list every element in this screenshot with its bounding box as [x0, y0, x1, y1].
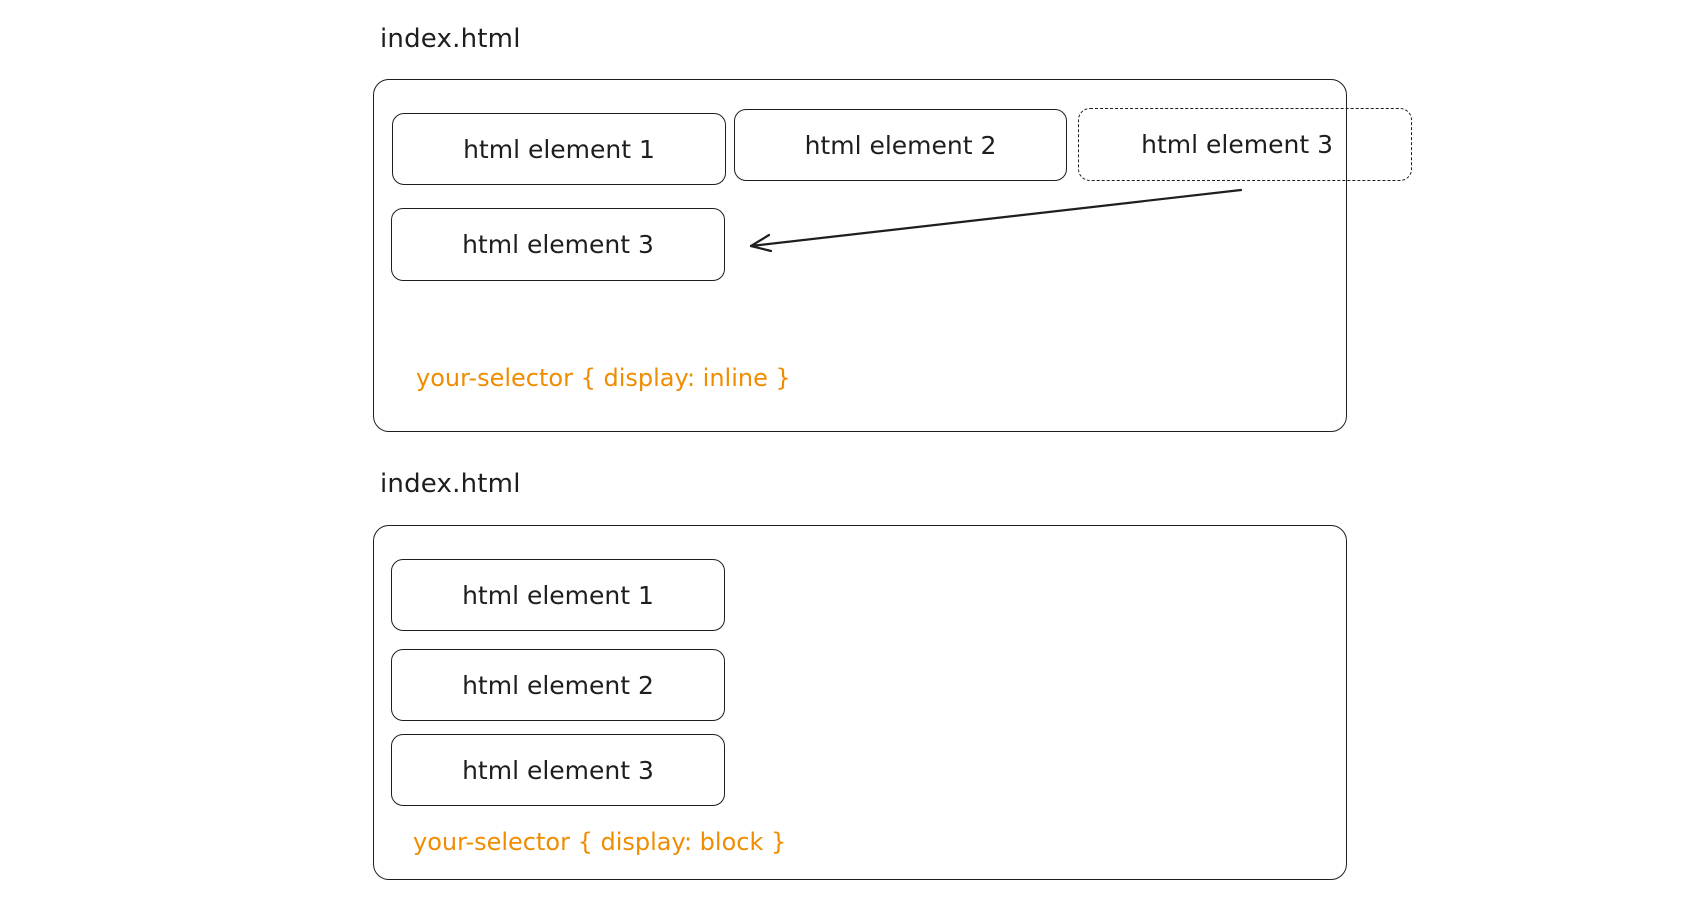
inline-html-element-1: html element 1	[392, 113, 726, 185]
file-label-block: index.html	[380, 469, 521, 499]
file-label-inline: index.html	[380, 24, 521, 54]
css-rule-inline: your-selector { display: inline }	[416, 364, 791, 392]
css-rule-block: your-selector { display: block }	[413, 828, 787, 856]
inline-html-element-2: html element 2	[734, 109, 1067, 181]
inline-frame	[373, 79, 1347, 432]
block-html-element-3: html element 3	[391, 734, 725, 806]
inline-html-element-3: html element 3	[391, 208, 725, 281]
block-frame	[373, 525, 1347, 880]
wrap-arrow-head	[749, 233, 773, 253]
wrap-arrow-line	[749, 188, 1243, 248]
inline-html-element-3-ghost: html element 3	[1078, 108, 1412, 181]
block-html-element-1: html element 1	[391, 559, 725, 631]
block-html-element-2: html element 2	[391, 649, 725, 721]
